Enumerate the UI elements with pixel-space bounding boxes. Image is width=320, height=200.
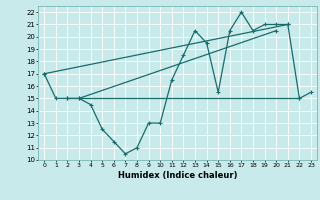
X-axis label: Humidex (Indice chaleur): Humidex (Indice chaleur)	[118, 171, 237, 180]
